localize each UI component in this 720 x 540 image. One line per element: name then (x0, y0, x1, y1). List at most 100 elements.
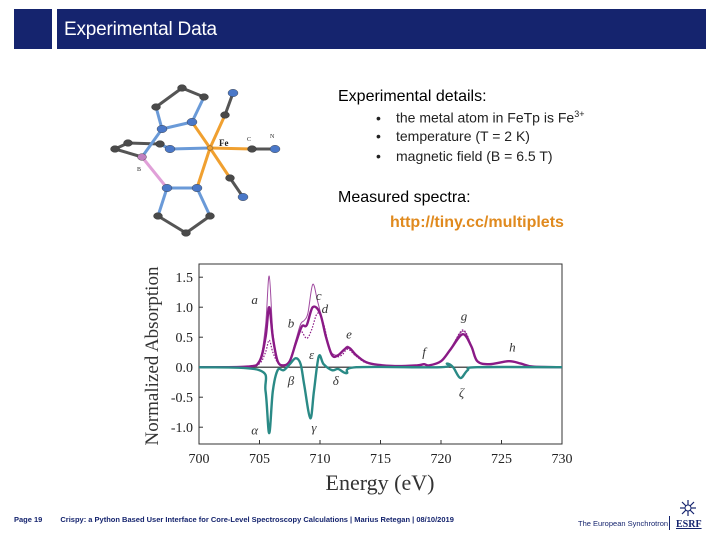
peak-label: d (322, 301, 329, 316)
atom (177, 84, 187, 92)
atom (181, 229, 191, 237)
bond (160, 120, 194, 131)
atom-label-fe: Fe (219, 138, 229, 148)
x-tick-label: 730 (552, 452, 573, 467)
peak-label: e (346, 326, 352, 341)
atom (206, 145, 214, 151)
peak-label: α (251, 422, 259, 437)
peak-label: ε (309, 347, 315, 362)
peak-label: g (461, 308, 468, 323)
bond (190, 95, 206, 124)
series-line-3 (198, 354, 563, 435)
x-tick-label: 700 (189, 452, 210, 467)
spectra-heading: Measured spectra: (338, 189, 471, 206)
atom-label-n: N (270, 134, 275, 140)
y-tick-label: 1.0 (176, 301, 194, 316)
x-tick-label: 715 (370, 452, 391, 467)
atom (186, 118, 198, 126)
bullet-icon: • (376, 109, 381, 126)
spectra-link[interactable]: http://tiny.cc/multiplets (390, 214, 564, 231)
esrf-logo: ESRF (676, 519, 702, 530)
series-line-0 (198, 275, 563, 368)
atom (155, 140, 165, 148)
bond (168, 146, 212, 151)
bond (140, 155, 169, 190)
bond (156, 186, 169, 218)
bullet-item: • temperature (T = 2 K) (376, 128, 530, 144)
details-heading: Experimental details: (338, 88, 487, 105)
bullet-text: the metal atom in FeTp is Fe (396, 109, 575, 126)
header-bar: Experimental Data (57, 9, 706, 49)
bond (190, 120, 212, 150)
x-tick-label: 705 (249, 452, 270, 467)
peak-label: δ (333, 373, 340, 388)
bond (154, 86, 184, 109)
atom-label-c: C (247, 137, 251, 143)
atom (199, 93, 209, 101)
atom (191, 184, 203, 192)
bullet-icon: • (376, 148, 381, 164)
bullet-text: magnetic field (B = 6.5 T) (396, 148, 553, 164)
divider (669, 516, 670, 530)
x-axis-label: Energy (eV) (326, 470, 435, 495)
atom (137, 153, 147, 161)
peak-label: β (287, 373, 295, 388)
atom (164, 145, 176, 153)
atom (247, 145, 257, 153)
atom (151, 103, 161, 111)
peak-label: a (251, 292, 258, 307)
atom-label-b: B (137, 167, 141, 173)
bond (208, 146, 232, 180)
peak-label: h (509, 340, 516, 355)
page-number: Page 19 (14, 515, 43, 524)
x-tick-label: 720 (431, 452, 452, 467)
header-accent (14, 9, 52, 49)
peak-label: b (288, 316, 295, 331)
bullet-icon: • (376, 128, 381, 144)
atom (123, 139, 133, 147)
bullet-item: • the metal atom in FeTp is Fe3+ (376, 109, 584, 126)
y-tick-label: -1.0 (171, 421, 193, 436)
series-line-1 (198, 312, 563, 368)
peak-label: γ (311, 420, 317, 435)
x-tick-label: 710 (310, 452, 331, 467)
atom (153, 212, 163, 220)
footer: Page 19 Crispy: a Python Based User Inter… (14, 515, 454, 524)
peak-label: c (316, 288, 322, 303)
bond (184, 214, 212, 235)
atom (227, 89, 239, 97)
bond (156, 214, 188, 235)
x-tick-label: 725 (491, 452, 512, 467)
atom (156, 125, 168, 133)
y-tick-label: -0.5 (171, 391, 193, 406)
atom (269, 145, 281, 153)
bond (140, 127, 164, 159)
bond (208, 146, 254, 151)
bullet-superscript: 3+ (574, 109, 585, 119)
plot-frame (198, 263, 563, 445)
atom (220, 111, 230, 119)
peak-label: f (422, 344, 428, 359)
y-tick-label: 1.5 (176, 271, 194, 286)
bond (195, 146, 212, 190)
peak-label: ζ (459, 385, 465, 400)
bond (208, 113, 227, 150)
y-tick-label: 0.0 (176, 361, 194, 376)
atom (225, 174, 235, 182)
slide-title: Experimental Data (64, 19, 217, 40)
bullet-item: • magnetic field (B = 6.5 T) (376, 148, 553, 164)
y-axis-label: Normalized Absorption (142, 266, 163, 445)
bond (126, 141, 162, 146)
org-name: The European Synchrotron (578, 519, 669, 528)
bond (195, 186, 212, 218)
footer-text: Crispy: a Python Based User Interface fo… (60, 515, 454, 524)
atom (110, 145, 120, 153)
atom (205, 212, 215, 220)
bond (113, 147, 144, 159)
y-tick-label: 0.5 (176, 331, 194, 346)
series-line-2 (198, 305, 563, 369)
atom (161, 184, 173, 192)
